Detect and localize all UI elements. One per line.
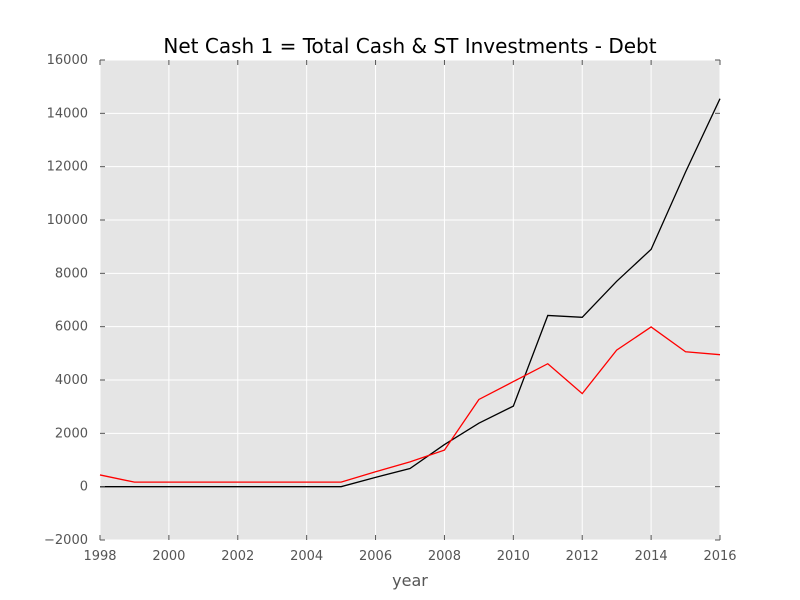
plot-background: [100, 60, 720, 540]
y-tick-label: −2000: [44, 533, 88, 548]
x-tick-label: 2014: [635, 549, 668, 564]
y-tick-label: 12000: [47, 160, 88, 175]
x-tick-label: 2000: [152, 549, 185, 564]
y-tick-label: 4000: [55, 373, 88, 388]
x-tick-label: 1998: [83, 549, 116, 564]
x-tick-label: 2008: [428, 549, 461, 564]
y-tick-label: 10000: [47, 213, 88, 228]
grid-layer: [99, 59, 721, 541]
series-line-1: [100, 98, 721, 488]
series-line-2: [99, 326, 721, 483]
y-tick-label: 0: [80, 480, 88, 495]
series-layer: [99, 98, 721, 488]
y-tick-label: 8000: [55, 266, 88, 281]
x-tick-label: 2012: [566, 549, 599, 564]
y-tick-label: 6000: [55, 320, 88, 335]
tick-layer: 1998 2000 2002 2004 2006 2008 2010 2012 2014 2016…: [44, 53, 737, 564]
y-tick-label: 16000: [47, 53, 88, 68]
x-tick-label: 2006: [359, 549, 392, 564]
chart-title: Net Cash 1 = Total Cash & ST Investments…: [163, 34, 656, 58]
y-tick-label: 2000: [55, 426, 88, 441]
x-tick-label: 2010: [497, 549, 530, 564]
x-tick-label: 2016: [703, 549, 736, 564]
x-axis-label: year: [392, 571, 428, 590]
x-tick-label: 2002: [221, 549, 254, 564]
y-tick-label: 14000: [47, 106, 88, 121]
x-tick-label: 2004: [290, 549, 323, 564]
